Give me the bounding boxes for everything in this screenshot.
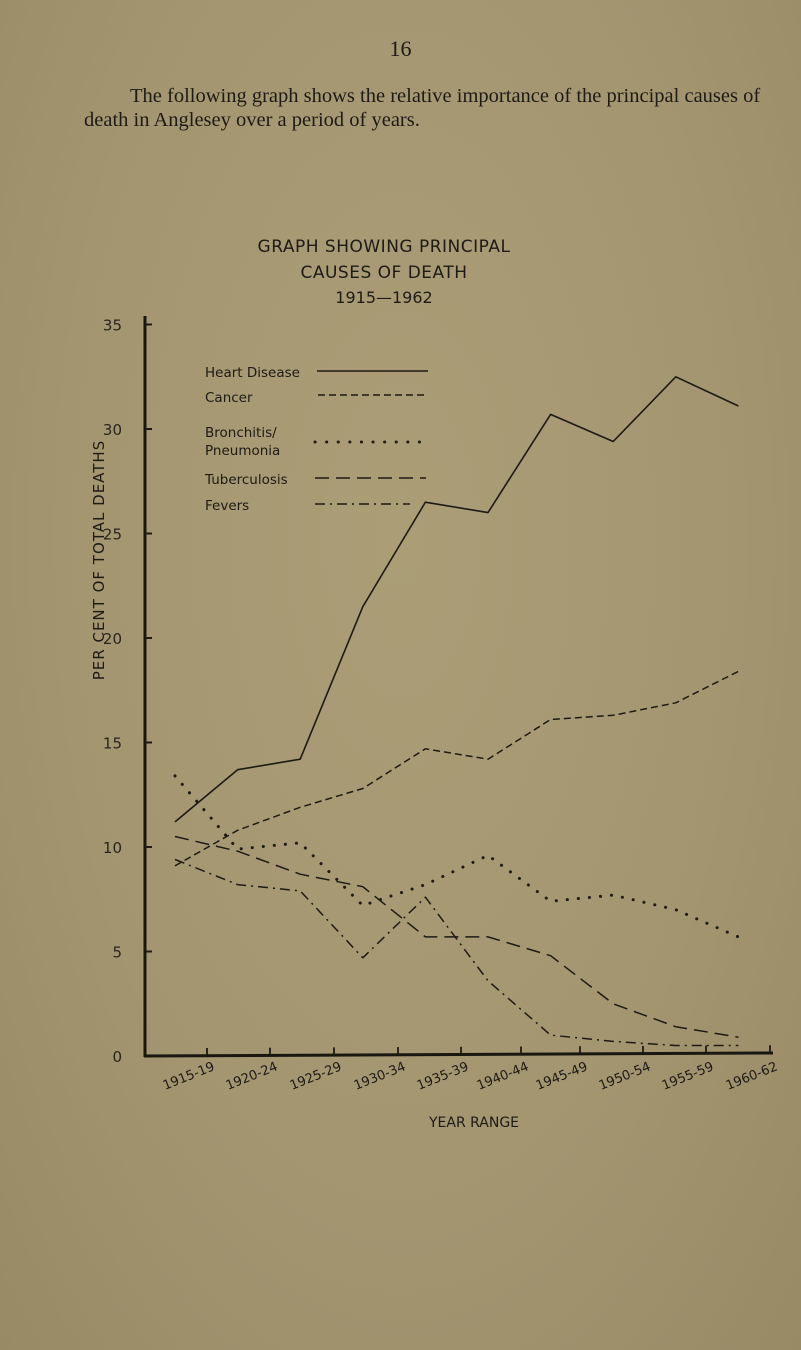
data-series [173,375,740,1047]
axes [143,316,774,1058]
x-tick-label: 1950-54 [597,1059,653,1093]
y-tick-label: 35 [103,317,122,335]
legend-label-bronchitis-2: Pneumonia [205,443,280,459]
y-tick-label: 30 [103,421,122,439]
series-cancer [174,670,739,867]
intro-paragraph: The following graph shows the relative i… [84,85,761,131]
legend-label-fevers: Fevers [205,498,249,514]
x-tick-label: 1935-39 [415,1059,471,1093]
y-tick-label: 20 [103,630,122,648]
series-bronchitis-pneumonia [173,774,740,939]
chart-title-line1: GRAPH SHOWING PRINCIPAL [258,237,511,257]
y-axis-label: PER CENT OF TOTAL DEATHS [90,440,108,680]
y-tick-label: 10 [103,839,122,857]
series-fevers [174,858,739,1047]
x-tick-label: 1945-49 [534,1059,590,1093]
chart-title-line3: 1915—1962 [335,288,432,307]
x-tick-label: 1955-59 [660,1059,716,1093]
x-axis-label: YEAR RANGE [428,1115,519,1131]
legend: Heart Disease Cancer Bronchitis/ Pneumon… [204,365,428,514]
x-tick-label: 1940-44 [475,1059,531,1093]
series-heart-disease [174,375,739,823]
chart-title-line2: CAUSES OF DEATH [300,263,467,283]
x-tick-label: 1920-24 [224,1059,280,1093]
y-tick-label: 5 [112,944,122,962]
x-tick-label: 1915-19 [161,1059,217,1093]
y-tick-label: 25 [103,526,122,544]
x-tick-label: 1930-34 [352,1059,408,1093]
series-tuberculosis [174,835,739,1038]
y-tick-label: 15 [103,735,122,753]
legend-label-cancer: Cancer [205,390,253,406]
y-axis-ticks: 0 5 10 15 20 25 30 35 [103,317,152,1066]
y-tick-label: 0 [112,1048,122,1066]
legend-label-tuberculosis: Tuberculosis [204,472,288,488]
legend-label-bronchitis-1: Bronchitis/ [205,425,277,441]
x-tick-label: 1960-62 [724,1059,780,1093]
legend-label-heart: Heart Disease [205,365,300,381]
page-number: 16 [389,36,412,61]
x-tick-label: 1925-29 [288,1059,344,1093]
